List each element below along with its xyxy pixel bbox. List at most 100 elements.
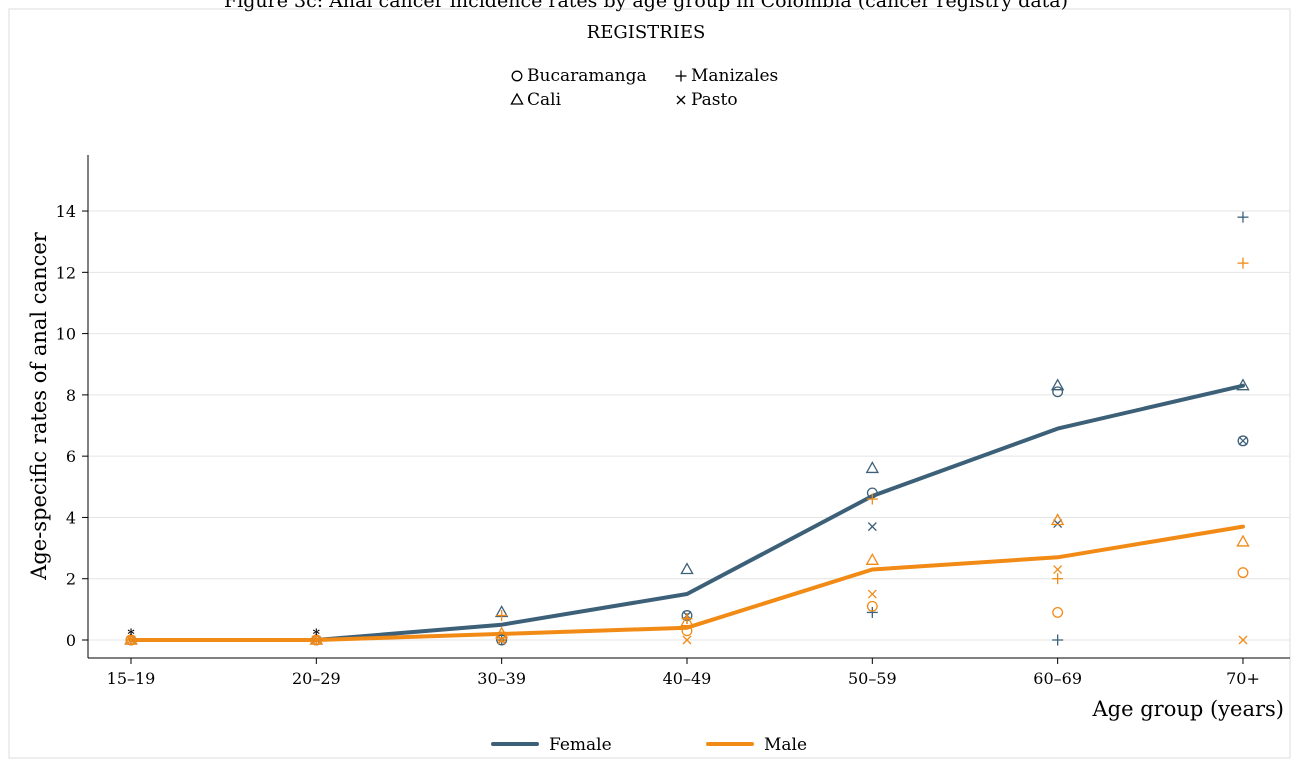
female-cali-point-shape	[865, 461, 880, 474]
y-tick-label: 6	[66, 447, 76, 466]
male-pasto-point-shape	[867, 589, 877, 599]
registry-legend-symbol	[675, 70, 687, 82]
female-cali-point	[1050, 378, 1065, 391]
male-pasto-point	[1238, 635, 1248, 645]
x-tick-label: 15–19	[107, 669, 156, 688]
series-lines	[129, 383, 1245, 642]
male-cali-point-shape	[680, 614, 694, 627]
female-pasto-point-shape	[867, 522, 877, 532]
female-bucaramanga-point-shape	[1052, 386, 1064, 398]
male-cali-point	[309, 632, 324, 645]
female-cali-point-shape	[1236, 378, 1250, 391]
y-tick-label: 2	[66, 570, 76, 589]
y-tick-label: 8	[66, 386, 76, 405]
male-manizales-point	[496, 609, 508, 621]
female-cali-point-shape	[680, 562, 694, 575]
male-cali-point-shape	[1236, 534, 1250, 547]
registry-legend-symbol-shape	[511, 70, 523, 82]
male-pasto-point-shape	[126, 635, 136, 645]
male-pasto-point-shape	[311, 635, 321, 645]
male-bucaramanga-point-shape	[1237, 567, 1249, 579]
registry-legend-symbol-shape	[510, 92, 524, 105]
female-pasto-point	[1053, 519, 1063, 529]
y-tick-label: 12	[56, 263, 76, 282]
y-tick-label: 4	[66, 508, 76, 527]
female-bucaramanga-point-shape	[1237, 435, 1249, 447]
male-cali-point-shape	[1050, 513, 1065, 526]
registry-legend-label: Cali	[527, 90, 562, 110]
female-manizales-point	[1052, 634, 1064, 646]
registry-legend-symbol-shape	[676, 95, 686, 105]
female-bucaramanga-point	[1237, 435, 1249, 447]
male-pasto-point	[867, 589, 877, 599]
male-bucaramanga-point-shape	[866, 600, 878, 612]
male-bucaramanga-point	[1052, 606, 1064, 618]
series-legend: Female Male	[491, 735, 807, 755]
x-axis-title: Age group (years)	[1092, 697, 1285, 721]
chart-title: Figure 3c: Anal cancer incidence rates b…	[224, 0, 1068, 12]
x-tick-label: 70+	[1226, 669, 1260, 688]
female-pasto-point	[1238, 436, 1248, 446]
y-tick-label: 0	[66, 631, 76, 650]
male-cali-point-shape	[494, 626, 509, 639]
male-legend-label: Male	[764, 735, 807, 755]
registry-legend-symbol	[510, 92, 524, 105]
annotation-asterisk: *	[127, 627, 135, 643]
female-manizales-point	[1237, 211, 1249, 223]
female-bucaramanga-point	[1052, 386, 1064, 398]
registry-legend-items: Bucaramanga Manizales Cali Pasto	[510, 66, 778, 110]
male-bucaramanga-point-shape	[1052, 606, 1064, 618]
male-bucaramanga-point	[1237, 567, 1249, 579]
y-axis-ticks: 0 2 4 6 8 10 12 14	[56, 202, 88, 650]
female-pasto-point-shape	[1238, 436, 1248, 446]
x-tick-label: 50–59	[848, 669, 897, 688]
male-pasto-point-shape	[682, 635, 692, 645]
female-cali-point-shape	[1050, 378, 1065, 391]
y-tick-label: 10	[56, 325, 76, 344]
female-cali-point	[680, 562, 694, 575]
registry-legend: REGISTRIES Bucaramanga Manizales Cali Pasto	[510, 22, 778, 110]
male-cali-point-shape	[124, 632, 138, 645]
male-cali-point-shape	[309, 632, 324, 645]
registry-legend-label: Bucaramanga	[527, 66, 647, 86]
gridlines	[88, 210, 1290, 641]
registry-legend-label: Manizales	[691, 66, 778, 86]
chart-border	[8, 8, 1291, 759]
x-axis-ticks: 15–19 20–29 30–39 40–49 50–59 60–69 70+	[107, 658, 1260, 688]
male-manizales-point	[1237, 257, 1249, 269]
x-tick-label: 30–39	[477, 669, 526, 688]
male-pasto-point	[1053, 565, 1063, 574]
male-cali-point	[494, 626, 509, 639]
male-cali-point	[680, 614, 694, 627]
y-tick-label: 14	[56, 202, 76, 221]
annotation-asterisk: *	[313, 627, 321, 643]
male-manizales-point	[1052, 573, 1064, 585]
female-legend-label: Female	[549, 735, 612, 755]
plot-area: 0 2 4 6 8 10 12 14 15–19 20–29 30–39 40–49 50–59 60–…	[56, 155, 1290, 688]
male-pasto-point-shape	[1238, 635, 1248, 645]
male-cali-point	[1236, 534, 1250, 547]
male-cali-point	[1050, 513, 1065, 526]
female-manizales-point	[866, 606, 878, 618]
male-cali-point	[124, 632, 138, 645]
male-pasto-point-shape	[497, 635, 507, 645]
male-pasto-point	[682, 635, 692, 645]
male-cali-point-shape	[865, 553, 880, 565]
male-pasto-point	[311, 635, 321, 645]
x-tick-label: 60–69	[1033, 669, 1082, 688]
female-pasto-point-shape	[1053, 519, 1063, 529]
male-cali-point	[865, 553, 880, 565]
male-pasto-point-shape	[1053, 565, 1063, 574]
female-cali-point	[1236, 378, 1250, 391]
registry-points	[124, 211, 1250, 646]
registry-legend-symbol	[676, 95, 686, 105]
male-pasto-point	[497, 635, 507, 645]
y-axis-title: Age-specific rates of anal cancer	[27, 231, 51, 581]
annotations: * *	[127, 627, 320, 643]
male-bucaramanga-point	[866, 600, 878, 612]
male-pasto-point	[126, 635, 136, 645]
male-manizales-point	[866, 493, 878, 505]
registry-legend-label: Pasto	[691, 90, 738, 110]
registry-legend-symbol	[511, 70, 523, 82]
